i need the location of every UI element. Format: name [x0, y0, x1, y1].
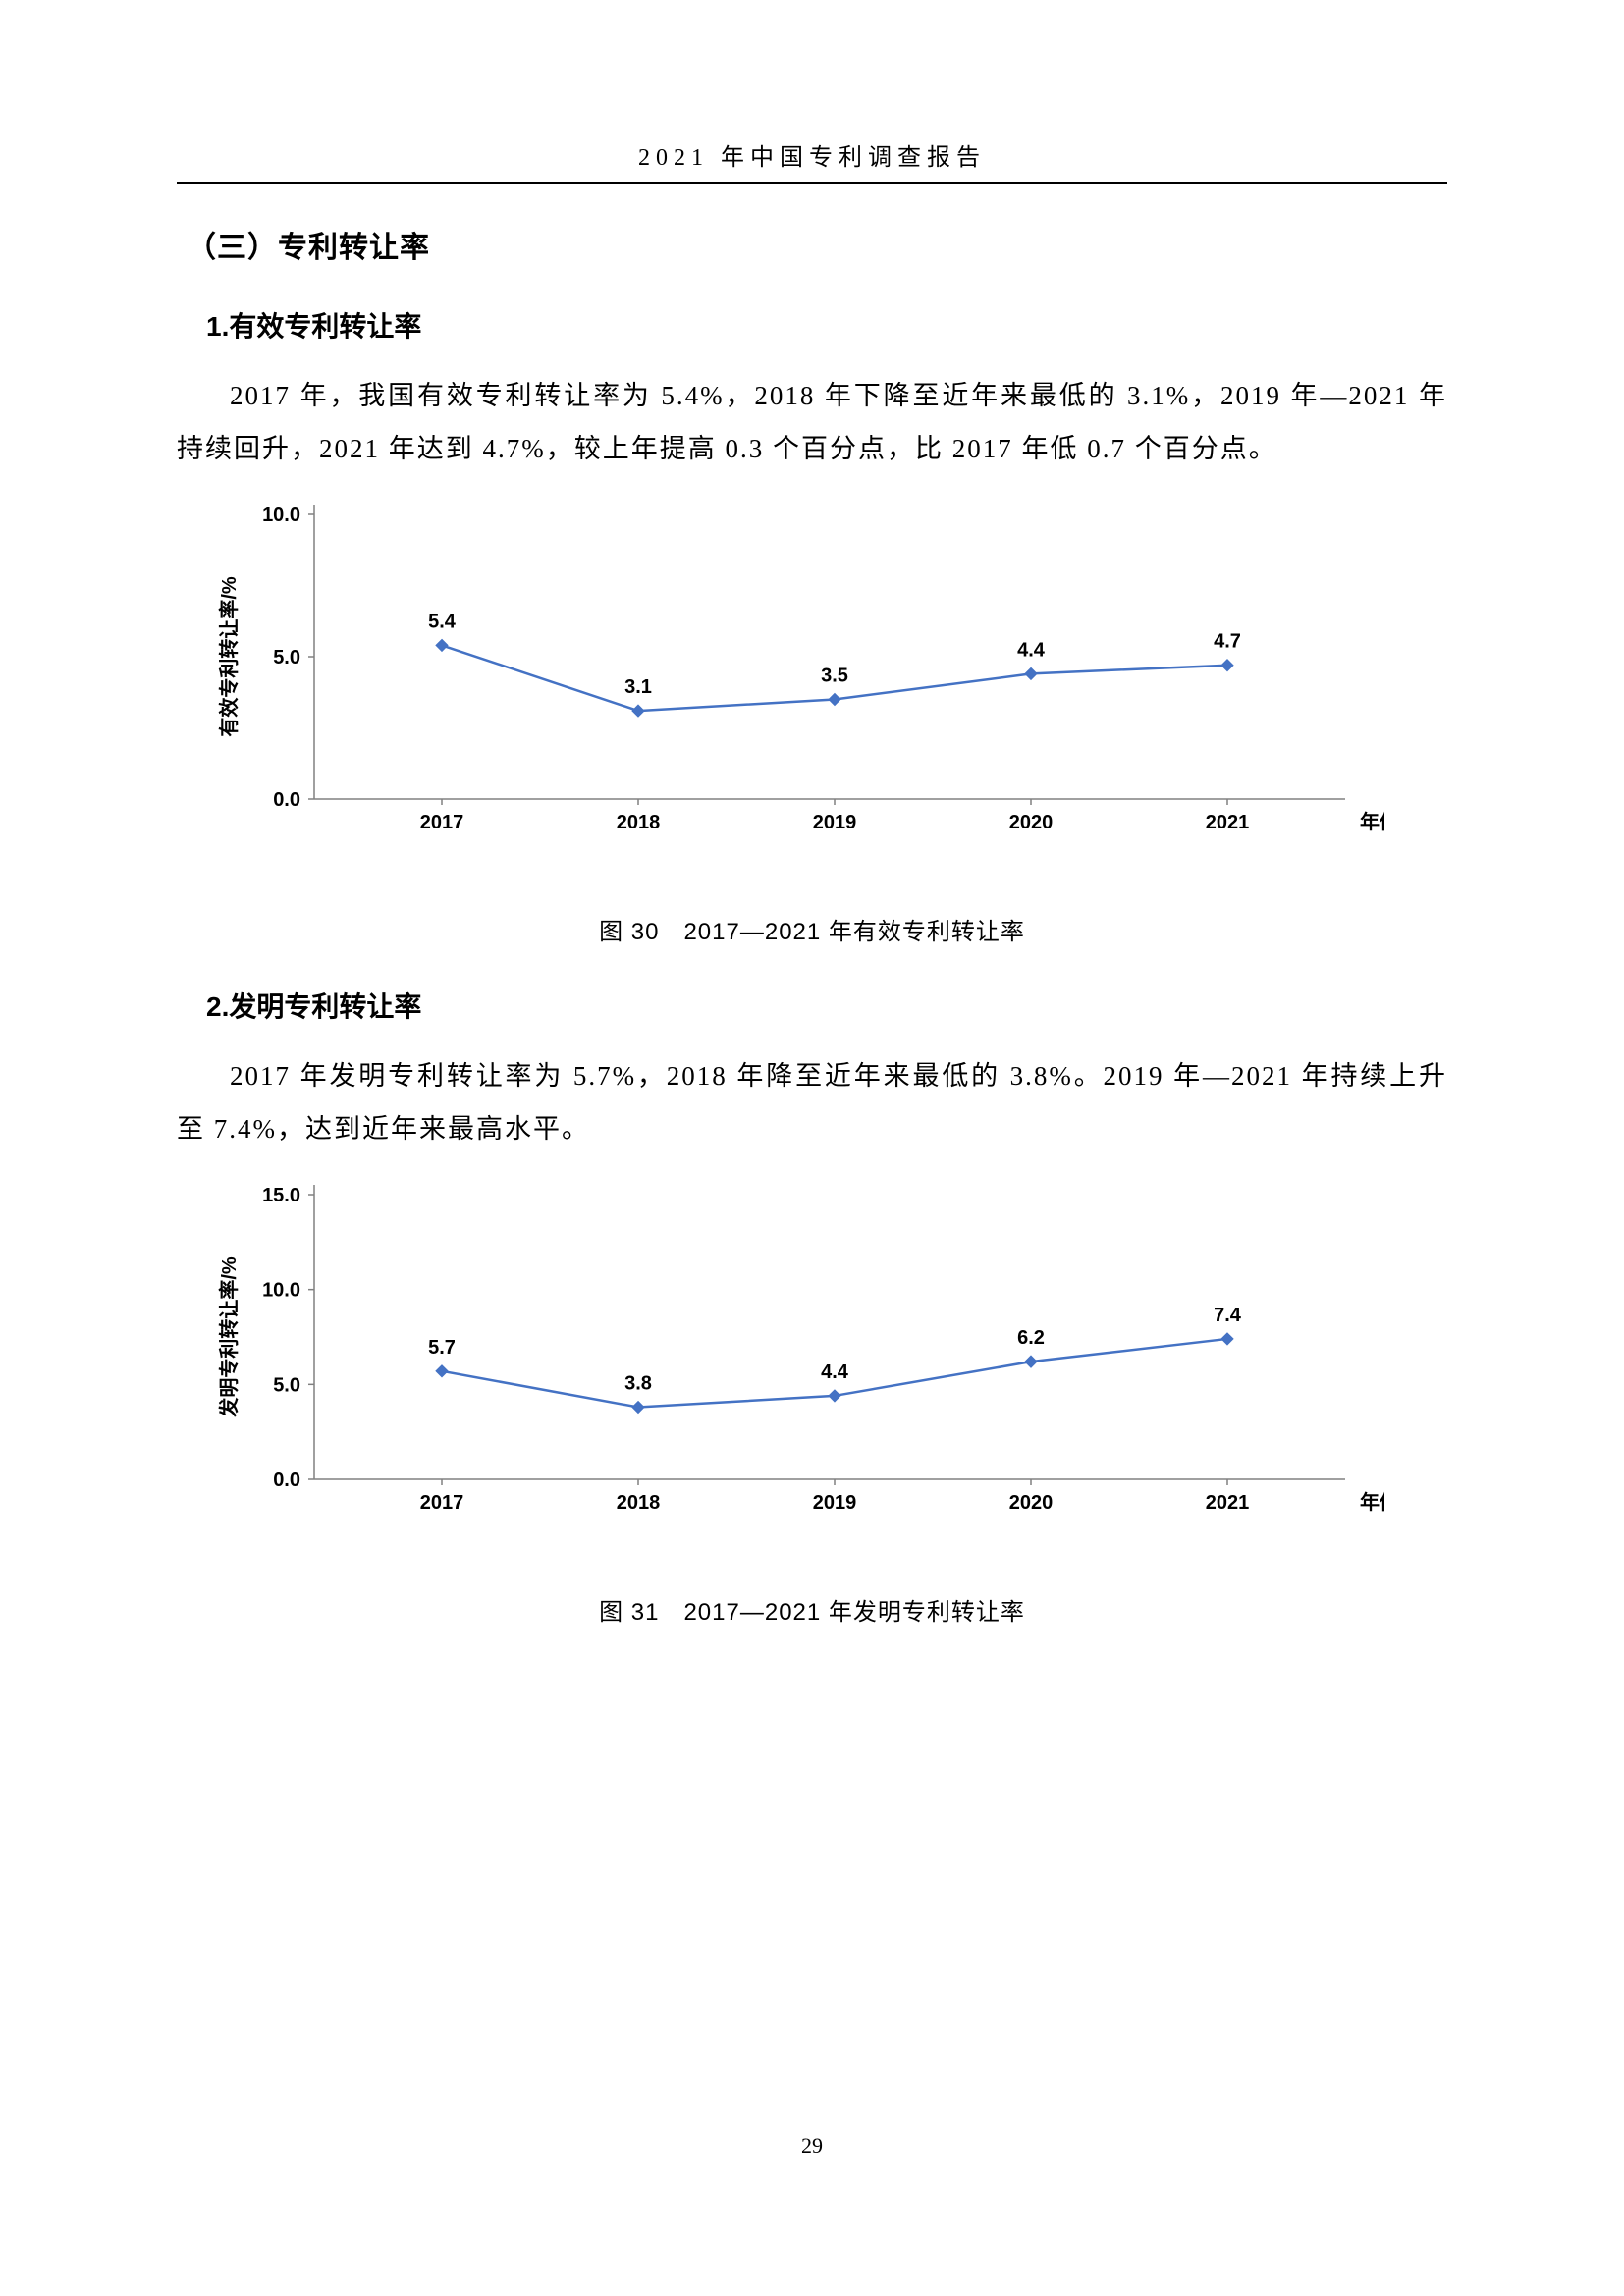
svg-text:2020: 2020: [1009, 1492, 1054, 1514]
svg-text:2021: 2021: [1206, 1492, 1250, 1514]
svg-text:0.0: 0.0: [273, 789, 300, 811]
svg-text:7.4: 7.4: [1214, 1305, 1242, 1326]
svg-text:5.4: 5.4: [428, 611, 457, 632]
svg-text:2021: 2021: [1206, 812, 1250, 833]
subsection-1-heading: 1.有效专利转让率: [206, 305, 1447, 345]
page-header: 2021 年中国专利调查报告: [177, 137, 1447, 184]
svg-text:4.4: 4.4: [821, 1362, 849, 1383]
svg-text:3.5: 3.5: [821, 666, 848, 687]
svg-text:2018: 2018: [617, 812, 661, 833]
svg-text:4.7: 4.7: [1214, 631, 1241, 653]
svg-text:10.0: 10.0: [262, 1280, 300, 1302]
chart-1-caption: 图 30 2017—2021 年有效专利转让率: [177, 912, 1447, 946]
svg-text:15.0: 15.0: [262, 1185, 300, 1206]
svg-text:0.0: 0.0: [273, 1469, 300, 1491]
svg-text:5.0: 5.0: [273, 647, 300, 668]
svg-text:2017: 2017: [420, 812, 464, 833]
svg-text:年份: 年份: [1360, 810, 1384, 833]
page-number: 29: [0, 2133, 1624, 2159]
chart-1: 0.0 5.0 10.0 有效专利转让率/% 2017 2018 2019 2020 2021 年…: [206, 495, 1447, 863]
svg-text:6.2: 6.2: [1017, 1327, 1045, 1349]
svg-text:2019: 2019: [813, 1492, 857, 1514]
svg-text:2018: 2018: [617, 1492, 661, 1514]
subsection-1-body: 2017 年，我国有效专利转让率为 5.4%，2018 年下降至近年来最低的 3…: [177, 369, 1447, 475]
svg-text:2019: 2019: [813, 812, 857, 833]
svg-text:3.8: 3.8: [624, 1373, 652, 1395]
chart-2: 0.0 5.0 10.0 15.0 发明专利转让率/% 2017 2018 2019 2020 2…: [206, 1175, 1447, 1543]
svg-text:2020: 2020: [1009, 812, 1054, 833]
svg-text:3.1: 3.1: [624, 676, 652, 698]
subsection-2-body: 2017 年发明专利转让率为 5.7%，2018 年降至近年来最低的 3.8%。…: [177, 1049, 1447, 1155]
svg-text:10.0: 10.0: [262, 505, 300, 526]
chart-2-caption: 图 31 2017—2021 年发明专利转让率: [177, 1592, 1447, 1627]
svg-text:有效专利转让率/%: 有效专利转让率/%: [217, 576, 241, 737]
subsection-2-heading: 2.发明专利转让率: [206, 986, 1447, 1025]
svg-text:5.0: 5.0: [273, 1374, 300, 1396]
svg-text:4.4: 4.4: [1017, 639, 1046, 661]
svg-text:2017: 2017: [420, 1492, 464, 1514]
svg-text:5.7: 5.7: [428, 1337, 456, 1359]
svg-text:发明专利转让率/%: 发明专利转让率/%: [217, 1256, 241, 1418]
svg-text:年份: 年份: [1360, 1490, 1384, 1514]
section-heading: （三）专利转让率: [187, 223, 1447, 266]
